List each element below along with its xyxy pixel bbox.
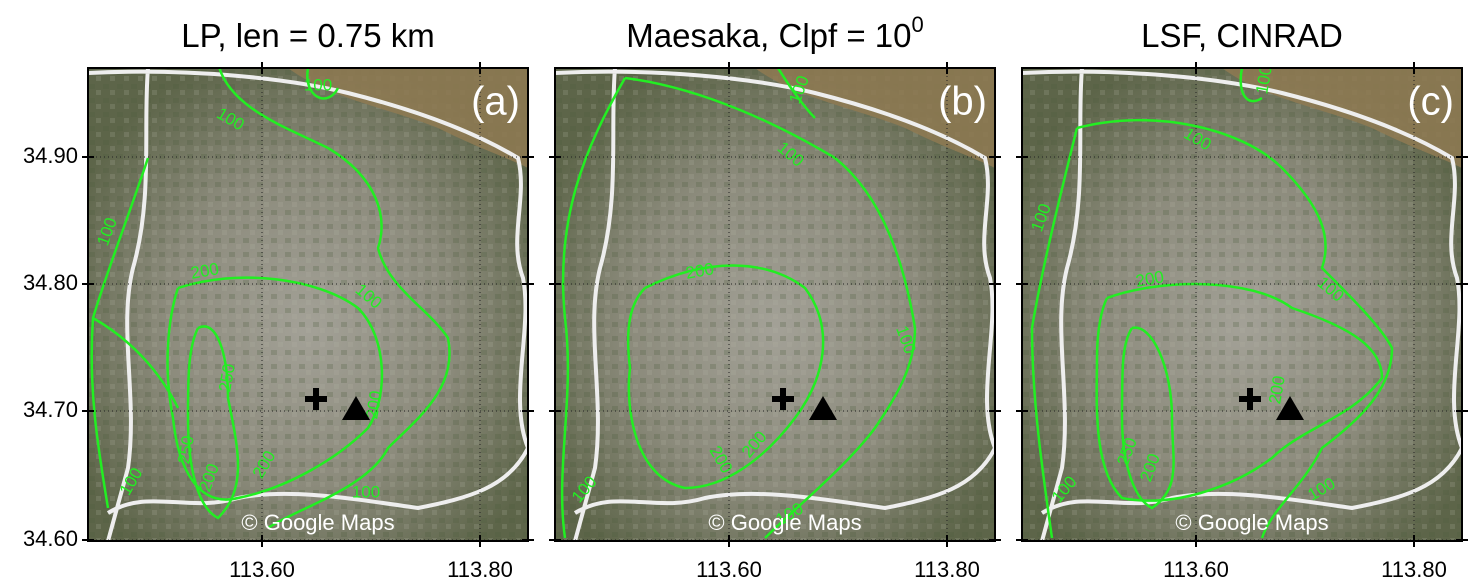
contour-line xyxy=(1239,68,1263,103)
title-text: LSF, CINRAD xyxy=(1141,17,1343,54)
road xyxy=(555,68,995,541)
frame xyxy=(1021,67,1463,542)
contour-line xyxy=(306,68,340,100)
frame xyxy=(554,67,996,542)
contour-label: 200 xyxy=(362,389,386,420)
panel-title: LP, len = 0.75 km xyxy=(181,17,434,54)
contour-line xyxy=(1120,326,1175,510)
radar-triangle xyxy=(809,396,837,420)
attribution: © Google Maps xyxy=(1175,510,1328,535)
radar-cross xyxy=(772,388,794,410)
attribution: © Google Maps xyxy=(708,510,861,535)
contour-label: 250 xyxy=(215,362,239,393)
contour-label: 200 xyxy=(1265,374,1289,405)
radar-cross xyxy=(1239,388,1261,410)
contour-label: 100 xyxy=(352,482,380,501)
x-tick-label: 113.60 xyxy=(1163,557,1229,582)
radar-triangle xyxy=(1276,396,1304,420)
x-tick-label: 113.80 xyxy=(1381,557,1447,582)
contour-line xyxy=(90,157,180,509)
y-tick-label: 34.70 xyxy=(23,397,78,422)
x-tick-label: 113.60 xyxy=(229,557,295,582)
contour-label: 200 xyxy=(1134,267,1165,291)
contour-label: 200 xyxy=(684,259,715,283)
contour-label: 250 xyxy=(174,434,198,465)
contour-line xyxy=(1030,118,1394,539)
satellite-texture xyxy=(1022,68,1462,541)
contour-label: 100 xyxy=(304,75,332,94)
panel-label: (c) xyxy=(1407,80,1454,124)
radar-cross xyxy=(305,388,327,410)
y-tick-label: 34.90 xyxy=(23,143,78,168)
panel-title: LSF, CINRAD xyxy=(1141,17,1343,54)
panel-label: (a) xyxy=(471,80,520,124)
x-tick-label: 113.80 xyxy=(447,557,513,582)
contour-line xyxy=(218,68,451,530)
title-superscript: 0 xyxy=(912,12,924,37)
contour-label: 200 xyxy=(189,259,220,283)
contour-line xyxy=(186,325,240,520)
panel-label: (b) xyxy=(938,80,987,124)
contour-line xyxy=(626,264,825,490)
satellite-texture xyxy=(88,68,528,541)
panel-title: Maesaka, Clpf = 100 xyxy=(626,12,924,54)
radar-triangle xyxy=(342,396,370,420)
contour-line xyxy=(1095,282,1384,502)
contour-line xyxy=(776,68,816,119)
title-text: LP, len = 0.75 km xyxy=(181,17,434,54)
contour-line xyxy=(560,76,917,539)
x-tick-label: 113.80 xyxy=(914,557,980,582)
y-tick-label: 34.60 xyxy=(23,526,78,551)
contour-line xyxy=(166,276,384,501)
satellite-texture xyxy=(555,68,995,541)
attribution: © Google Maps xyxy=(241,510,394,535)
title-text: Maesaka, Clpf = 10 xyxy=(626,17,911,54)
contour-label: 100 xyxy=(1252,64,1276,95)
road xyxy=(88,68,528,541)
x-tick-label: 113.60 xyxy=(696,557,762,582)
y-tick-label: 34.80 xyxy=(23,270,78,295)
frame xyxy=(87,67,529,542)
